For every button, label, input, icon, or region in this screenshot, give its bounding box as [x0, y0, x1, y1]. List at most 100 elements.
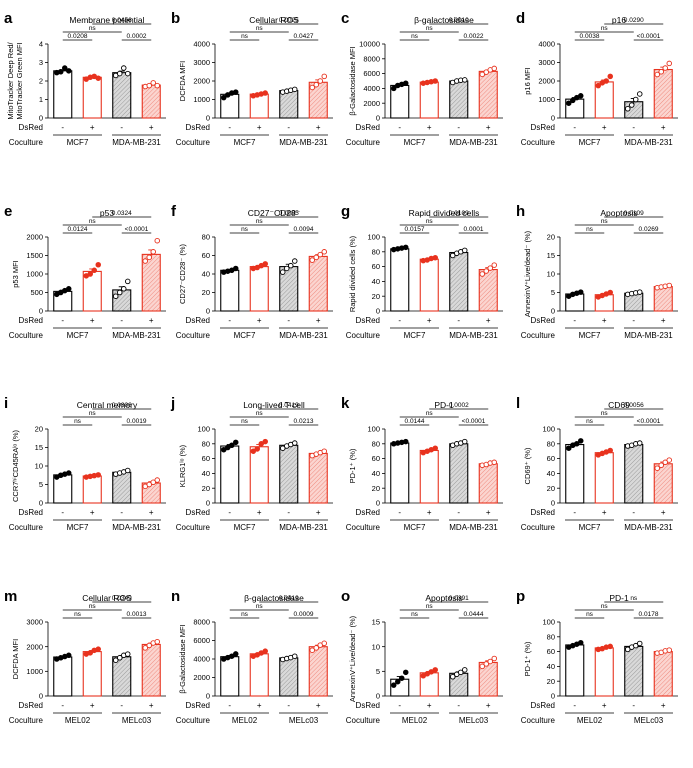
- sig-label: 0.0022: [464, 33, 484, 40]
- y-tick-label: 0: [551, 114, 555, 123]
- data-point: [450, 674, 456, 680]
- sig-label: 0.0178: [639, 611, 659, 618]
- coculture-row-label: Coculture: [346, 716, 381, 725]
- coculture-name: MCF7: [579, 138, 601, 147]
- bar-group-3: [449, 251, 469, 312]
- sig-label: ns: [426, 25, 434, 32]
- coculture-name: MEL02: [232, 716, 258, 725]
- y-tick-label: 2000: [26, 233, 43, 242]
- panel-letter: m: [4, 588, 17, 605]
- data-point: [262, 438, 269, 445]
- data-point: [262, 648, 269, 654]
- panel-letter: a: [4, 10, 13, 27]
- y-axis-label: p16 MFI: [523, 67, 532, 95]
- data-point: [146, 254, 152, 261]
- dsred-row-label: DsRed: [356, 701, 380, 710]
- dsred-row-label: DsRed: [19, 123, 43, 132]
- sig-label: ns: [601, 218, 609, 225]
- coculture-name: MELc03: [122, 716, 152, 725]
- coculture-name: MCF7: [234, 138, 256, 147]
- sig-label: 0.0025: [279, 17, 299, 24]
- y-axis-label: DCFDA MFI: [178, 61, 187, 101]
- coculture-name: MCF7: [404, 331, 426, 340]
- data-point: [595, 82, 602, 89]
- y-axis-label: CCR7ʰⁱCD45RAˡᵒ (%): [11, 430, 20, 502]
- bar-group-2: [419, 81, 439, 119]
- sig-label: 0.0306: [112, 402, 132, 409]
- sig-label: 0.0290: [624, 17, 644, 24]
- sig-label: 0.0391: [449, 595, 469, 602]
- dsred-sign: -: [632, 508, 635, 517]
- data-point: [262, 90, 269, 96]
- bar-group-2: [82, 475, 102, 504]
- panel-letter: o: [341, 588, 350, 605]
- data-point: [313, 254, 320, 261]
- sig-label: ns: [241, 33, 249, 40]
- data-point: [607, 643, 614, 650]
- panel-letter: d: [516, 10, 525, 27]
- sig-label: ns: [256, 410, 264, 417]
- bar-group-3: [449, 80, 469, 119]
- bar-group-2: [249, 446, 269, 504]
- panel-letter: k: [341, 395, 350, 412]
- dsred-sign: +: [602, 701, 607, 710]
- data-point: [124, 70, 131, 77]
- dsred-sign: +: [149, 508, 154, 517]
- y-tick-label: 60: [202, 251, 210, 260]
- data-point: [391, 85, 397, 92]
- data-point: [254, 446, 260, 452]
- y-tick-label: 1500: [26, 251, 43, 260]
- y-tick-label: 0: [206, 499, 210, 508]
- sig-label: 0.0056: [624, 402, 644, 409]
- bar-group-1: [53, 656, 73, 697]
- coculture-name: MCF7: [67, 523, 89, 532]
- data-point: [321, 448, 328, 454]
- dsred-sign: +: [427, 508, 432, 517]
- data-point: [292, 653, 298, 659]
- data-point: [637, 640, 643, 647]
- y-tick-label: 1000: [538, 95, 555, 104]
- sig-label: 0.0419: [279, 595, 299, 602]
- sig-label: ns: [586, 226, 594, 233]
- dsred-sign: -: [61, 701, 64, 710]
- data-point: [232, 439, 239, 446]
- data-point: [479, 271, 486, 277]
- dsred-sign: +: [661, 701, 666, 710]
- data-point: [637, 91, 643, 97]
- data-point: [124, 651, 131, 657]
- y-tick-label: 4000: [538, 40, 555, 49]
- data-point: [487, 265, 494, 271]
- coculture-name: MCF7: [404, 523, 426, 532]
- bar-group-1: [390, 442, 410, 504]
- data-point: [116, 289, 123, 296]
- panel-letter: g: [341, 203, 350, 220]
- dsred-sign: +: [149, 316, 154, 325]
- data-point: [654, 71, 661, 78]
- dsred-sign: +: [257, 701, 262, 710]
- dsred-sign: -: [573, 316, 576, 325]
- y-tick-label: 0: [39, 692, 43, 701]
- data-point: [625, 646, 631, 653]
- dsred-sign: -: [398, 508, 401, 517]
- y-axis-label: β-Galactosidase MFI: [178, 624, 187, 693]
- y-tick-label: 20: [547, 233, 555, 242]
- data-point: [280, 445, 286, 451]
- data-point: [228, 442, 235, 449]
- data-point: [666, 282, 673, 289]
- sig-label: 0.0124: [68, 226, 88, 233]
- data-point: [633, 96, 639, 103]
- data-point: [574, 441, 580, 447]
- y-tick-label: 20: [372, 484, 380, 493]
- sig-label: ns: [241, 418, 249, 425]
- sig-label: <0.0001: [125, 226, 149, 233]
- data-point: [288, 262, 294, 269]
- dsred-row-label: DsRed: [356, 123, 380, 132]
- bar-group-1: [390, 248, 410, 312]
- data-point: [321, 640, 328, 647]
- y-tick-label: 20: [202, 288, 210, 297]
- panel-title: Cellular ROS: [82, 593, 132, 603]
- panel-title: PD-1: [434, 400, 454, 410]
- dsred-row-label: DsRed: [356, 316, 380, 325]
- y-tick-label: 40: [372, 469, 380, 478]
- bar-group-4: [141, 643, 161, 697]
